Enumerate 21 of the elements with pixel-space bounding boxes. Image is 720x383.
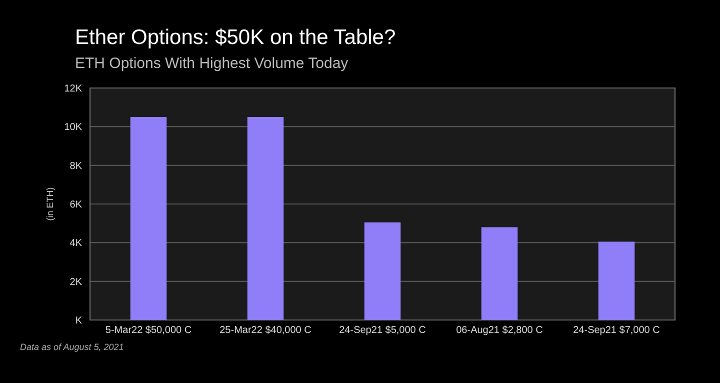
x-tick-label: 24-Sep21 $5,000 C [339, 325, 426, 336]
x-tick-label: 06-Aug21 $2,800 C [456, 325, 543, 336]
text: Data as of August 5, 2021 [20, 342, 124, 352]
bar [481, 227, 518, 320]
chart-title: Ether Options: $50K on the Table? [75, 26, 396, 49]
bar [598, 242, 635, 320]
chart-subtitle: ETH Options With Highest Volume Today [75, 55, 349, 72]
bar [130, 117, 167, 320]
y-tick-label: 2K [70, 276, 82, 288]
x-tick-label: 25-Mar22 $40,000 C [220, 325, 312, 336]
bar [364, 222, 401, 320]
y-tick-label: 4K [70, 238, 82, 250]
x-tick-label: 24-Sep21 $7,000 C [573, 325, 660, 336]
y-axis-title: (in ETH) [45, 187, 55, 221]
y-tick-label: 12K [64, 84, 82, 94]
y-tick-label: 6K [70, 200, 82, 210]
bar [247, 117, 284, 320]
x-tick-label: 5-Mar22 $50,000 C [105, 325, 192, 336]
y-tick-label: K [75, 316, 82, 326]
y-tick-label: 10K [64, 122, 82, 134]
y-tick-label: 8K [70, 160, 82, 172]
